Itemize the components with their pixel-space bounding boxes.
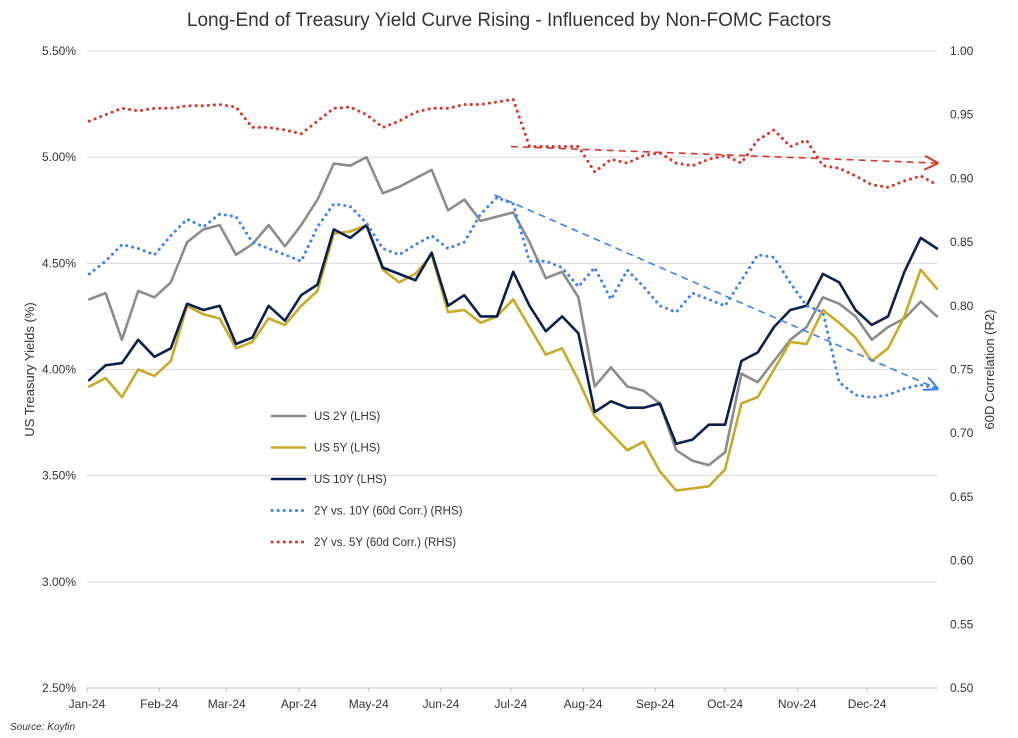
y-right-tick-label: 0.80 <box>950 299 974 313</box>
x-tick-label: Aug-24 <box>564 697 603 711</box>
y-right-tick-label: 0.75 <box>950 363 974 377</box>
y-right-tick-label: 0.70 <box>950 426 974 440</box>
y-left-tick-label: 5.00% <box>42 150 76 164</box>
series-line-us-5y-lhs <box>88 223 939 492</box>
y-right-tick-label: 0.85 <box>950 235 974 249</box>
legend-label: 2Y vs. 10Y (60d Corr.) (RHS) <box>314 506 463 518</box>
x-tick-label: Apr-24 <box>281 697 317 711</box>
y-left-tick-label: 4.50% <box>42 256 76 270</box>
y-left-axis-title: US Treasury Yields (%) <box>22 302 37 436</box>
legend-label: US 2Y (LHS) <box>314 411 380 423</box>
series-line-us-2y-lhs <box>88 155 939 467</box>
y-left-tick-label: 2.50% <box>42 681 76 695</box>
trendline-arrow <box>494 194 937 389</box>
y-right-tick-label: 1.00 <box>950 44 974 58</box>
x-tick-label: Dec-24 <box>848 697 887 711</box>
y-right-tick-label: 0.95 <box>950 108 974 122</box>
x-tick-label: Jan-24 <box>69 697 106 711</box>
x-tick-label: Jul-24 <box>494 697 527 711</box>
chart-title: Long-End of Treasury Yield Curve Rising … <box>186 10 832 31</box>
x-tick-label: Jun-24 <box>423 697 460 711</box>
legend-label: US 10Y (LHS) <box>314 474 387 486</box>
x-tick-label: Oct-24 <box>707 697 743 711</box>
series-line-us-10y-lhs <box>88 223 939 446</box>
legend-label: 2Y vs. 5Y (60d Corr.) (RHS) <box>314 537 456 549</box>
y-right-tick-label: 0.60 <box>950 554 974 568</box>
series-line-2y-vs-10y-60d-corr-rhs <box>87 196 939 399</box>
x-tick-label: Nov-24 <box>778 697 817 711</box>
x-tick-label: Mar-24 <box>208 697 246 711</box>
legend-label: US 5Y (LHS) <box>314 443 380 455</box>
y-right-tick-label: 0.55 <box>950 617 974 631</box>
y-right-tick-label: 0.90 <box>950 171 974 185</box>
y-right-axis-title: 60D Correlation (R2) <box>982 310 997 430</box>
x-tick-label: Sep-24 <box>636 697 675 711</box>
y-left-tick-label: 3.00% <box>42 575 76 589</box>
y-left-tick-label: 5.50% <box>42 44 76 58</box>
y-left-tick-label: 3.50% <box>42 469 76 483</box>
x-tick-label: Feb-24 <box>140 697 178 711</box>
y-right-tick-label: 0.65 <box>950 490 974 504</box>
x-tick-label: May-24 <box>349 697 389 711</box>
y-right-tick-label: 0.50 <box>950 681 974 695</box>
y-left-tick-label: 4.00% <box>42 363 76 377</box>
source-note: Source: Koyfin <box>10 722 76 733</box>
series-line-2y-vs-5y-60d-corr-rhs <box>87 97 939 189</box>
